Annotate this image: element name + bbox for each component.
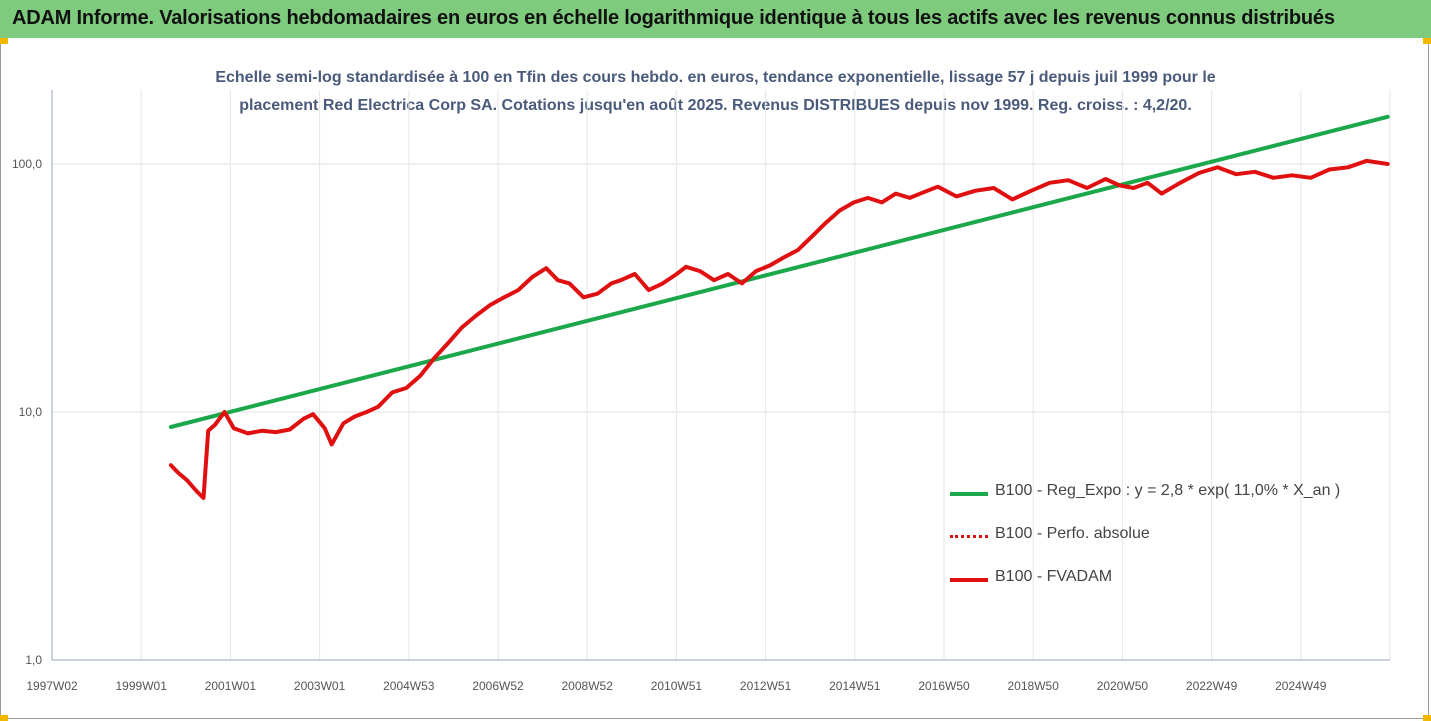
x-tick-label: 2020W50 bbox=[1097, 679, 1149, 693]
x-tick-label: 2003W01 bbox=[294, 679, 346, 693]
x-tick-label: 2022W49 bbox=[1186, 679, 1238, 693]
x-tick-label: 2024W49 bbox=[1275, 679, 1327, 693]
x-tick-label: 1999W01 bbox=[116, 679, 168, 693]
x-tick-label: 2010W51 bbox=[651, 679, 703, 693]
chart-title: Echelle semi-log standardisée à 100 en T… bbox=[0, 64, 1431, 120]
x-tick-label: 2001W01 bbox=[205, 679, 257, 693]
x-tick-label: 2016W50 bbox=[918, 679, 970, 693]
legend-label-regression: B100 - Reg_Expo : y = 2,8 * exp( 11,0% *… bbox=[995, 482, 1341, 499]
chart-title-line-1: Echelle semi-log standardisée à 100 en T… bbox=[215, 69, 1216, 86]
y-tick-label: 1,0 bbox=[25, 653, 42, 667]
series-line-regression bbox=[168, 114, 1390, 429]
x-tick-label: 2018W50 bbox=[1008, 679, 1060, 693]
corner-marker bbox=[1423, 38, 1431, 44]
legend-swatch-regression bbox=[950, 492, 988, 496]
series-line-fvadam bbox=[168, 158, 1390, 500]
x-tick-label: 2014W51 bbox=[829, 679, 881, 693]
x-tick-label: 2008W52 bbox=[562, 679, 614, 693]
legend-swatch-fvadam bbox=[950, 578, 988, 582]
header-banner: ADAM Informe. Valorisations hebdomadaire… bbox=[0, 0, 1431, 38]
x-tick-label: 2006W52 bbox=[472, 679, 524, 693]
x-tick-label: 1997W02 bbox=[26, 679, 78, 693]
corner-marker bbox=[0, 38, 8, 44]
y-tick-label: 10,0 bbox=[19, 405, 43, 419]
legend-label-fvadam: B100 - FVADAM bbox=[995, 568, 1113, 585]
x-tick-label: 2012W51 bbox=[740, 679, 792, 693]
y-tick-label: 100,0 bbox=[12, 157, 42, 171]
page-title: ADAM Informe. Valorisations hebdomadaire… bbox=[12, 7, 1335, 29]
corner-marker bbox=[0, 715, 8, 721]
x-tick-label: 2004W53 bbox=[383, 679, 435, 693]
chart-title-line-2: placement Red Electrica Corp SA. Cotatio… bbox=[239, 97, 1192, 114]
legend-swatch-perfo-absolue bbox=[950, 535, 988, 538]
legend-label-perfo-absolue: B100 - Perfo. absolue bbox=[995, 525, 1150, 542]
corner-marker bbox=[1423, 715, 1431, 721]
